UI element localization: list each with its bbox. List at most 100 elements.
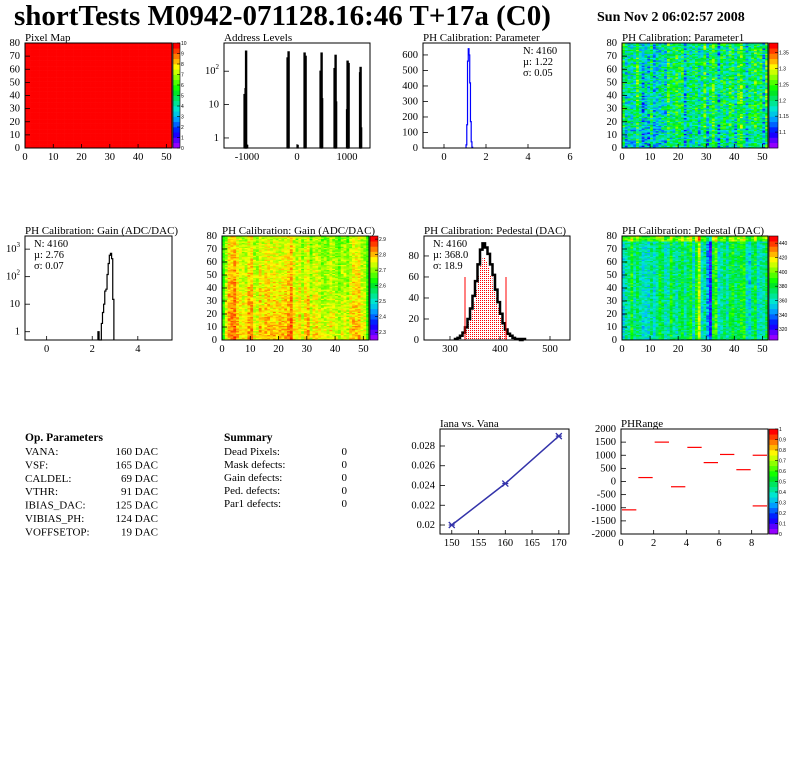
heatmap-cell [149,57,153,60]
heatmap-cell [155,65,159,67]
heatmap-cell [75,58,80,61]
heatmap-cell [78,146,82,149]
heatmap-cell [64,81,68,83]
heatmap-cell [112,136,116,138]
heatmap-cell [30,112,34,115]
heatmap-cell [140,130,145,133]
heatmap-cell [58,95,63,98]
heatmap-cell [33,129,37,132]
heatmap-cell [61,108,65,111]
heatmap-cell [90,145,94,147]
heatmap-cell [143,73,147,75]
heatmap-cell [115,142,119,145]
heatmap-cell [92,83,96,86]
heatmap-cell [47,79,51,82]
heatmap-cell [138,62,142,65]
heatmap-cell [98,91,102,94]
heatmap-cell [95,53,99,56]
heatmap-cell [104,91,108,94]
heatmap-cell [25,106,29,108]
heatmap-cell [140,124,145,126]
heatmap-cell [132,99,136,102]
heatmap-cell [81,112,85,115]
heatmap-cell [75,98,80,100]
heatmap-cell [90,92,94,95]
heatmap-cell [115,111,119,113]
heatmap-cell [61,62,65,65]
heatmap-cell [47,145,51,147]
heatmap-cell [56,104,60,107]
heatmap-cell [169,78,173,81]
heatmap-cell [163,86,167,88]
heatmap-cell [73,129,77,132]
heatmap-cell [160,115,164,117]
canvas-date: Sun Nov 2 06:02:57 2008 [597,10,745,25]
heatmap-cell [149,128,153,130]
heatmap-cell [67,95,71,98]
heatmap-cell [101,104,105,107]
heatmap-cell [84,125,88,128]
y-tick-label: 400 [402,81,418,92]
heatmap-cell [98,60,102,62]
heatmap-cell [112,112,116,115]
heatmap-cell [67,86,71,88]
heatmap-cell [64,116,68,119]
heatmap-cell [50,125,54,128]
heatmap-cell [53,145,57,147]
heatmap-cell [169,116,173,119]
heatmap-cell [169,56,173,58]
heatmap-cell [157,125,161,128]
heatmap-cell [115,87,119,90]
heatmap-cell [109,60,113,62]
heatmap-cell [30,133,34,136]
heatmap-cell [78,99,82,102]
heatmap-cell [30,142,34,145]
heatmap-cell [152,115,156,117]
heatmap-cell [160,78,164,81]
heatmap-cell [129,74,133,77]
heatmap-cell [135,57,139,60]
heatmap-cell [67,113,71,116]
heatmap-cell [30,120,34,123]
heatmap-cell [140,95,145,98]
heatmap-cell [98,136,102,138]
heatmap-cell [123,123,128,125]
heatmap-cell [138,50,142,53]
heatmap-cell [50,56,54,58]
heatmap-cell [47,85,51,87]
heatmap-cell [146,125,150,128]
heatmap-cell [44,136,48,138]
heatmap-cell [56,100,60,103]
heatmap-cell [75,104,80,107]
heatmap-cell [64,87,68,90]
heatmap-cell [30,75,34,78]
heatmap-cell [64,132,68,134]
heatmap-cell [98,64,102,66]
heatmap-cell [78,119,82,121]
heatmap-cell [58,100,63,103]
heatmap-cell [115,127,119,129]
heatmap-cell [112,133,116,136]
heatmap-cell [138,61,142,63]
heatmap-cell [75,133,80,136]
heatmap-cell [98,112,102,115]
heatmap-cell [56,108,60,111]
heatmap-cell [126,66,130,69]
heatmap-cell [41,129,46,132]
heatmap-cell [166,146,170,149]
heatmap-cell [166,141,170,144]
heatmap-cell [106,71,111,74]
heatmap-cell [56,91,60,94]
heatmap-cell [166,96,170,99]
palette-swatch [173,85,180,91]
heatmap-cell [152,125,156,128]
heatmap-cell [135,83,139,86]
heatmap-cell [118,66,122,69]
heatmap-cell [44,90,48,92]
heatmap-cell [81,125,85,128]
heatmap-cell [87,94,91,96]
heatmap-cell [70,98,74,100]
heatmap-cell [140,67,145,70]
heatmap-cell [143,146,147,149]
heatmap-cell [129,94,133,96]
